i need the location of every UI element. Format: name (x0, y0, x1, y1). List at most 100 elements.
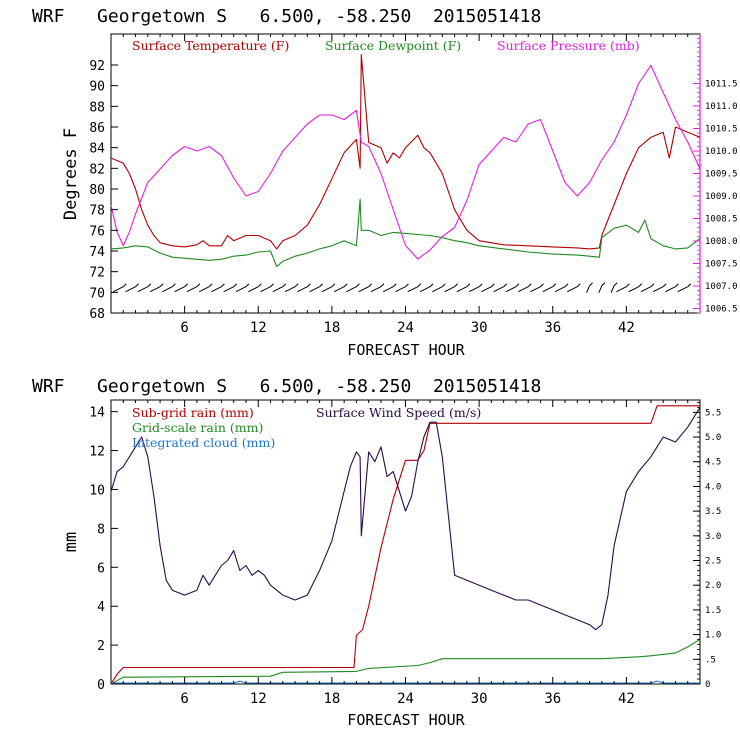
y-tick-label: 82 (89, 162, 105, 177)
wind-barb (284, 286, 296, 293)
y-tick-label: 2 (97, 639, 105, 654)
bottom-panel-title: WRF Georgetown S 6.500, -58.250 20150514… (32, 376, 541, 397)
wind-barb-flag (515, 283, 520, 288)
wind-barb-flag (159, 283, 164, 288)
y-tick-label: 10 (89, 483, 105, 498)
wind-barb (260, 286, 271, 293)
wind-barb (665, 286, 676, 293)
wind-barb-flag (589, 282, 593, 287)
temperature-line (110, 54, 701, 250)
dewpoint-line (110, 198, 701, 268)
y-tick-label: 68 (89, 307, 105, 322)
wind-barb (162, 286, 173, 293)
wind-barb (444, 286, 455, 293)
wind-barb (346, 286, 357, 293)
wind-barb-flag (429, 283, 434, 288)
wind-barb-flag (687, 283, 692, 288)
wind-barb (628, 286, 639, 293)
wind-barb (586, 285, 591, 293)
wind-barb (640, 286, 652, 293)
y-tick-label: 86 (89, 121, 105, 136)
y2-tick-label: 1.0 (705, 631, 721, 641)
legend-wind-speed: Surface Wind Speed (m/s) (316, 405, 481, 420)
wind-barb-flag (319, 283, 323, 288)
wind-barb (149, 286, 161, 293)
wind-barb-flag (675, 283, 679, 288)
wind-barb (677, 286, 688, 293)
y-tick-label: 72 (89, 266, 105, 281)
y2-tick-label: .5 (705, 655, 716, 665)
wind-barb-flag (441, 283, 446, 288)
wind-barb-flag (221, 283, 225, 288)
y-tick-label: 78 (89, 204, 105, 219)
wind-barb (468, 286, 480, 293)
wind-barb (309, 286, 320, 293)
wind-barb-flag (196, 283, 201, 288)
wind-barb-flag (233, 283, 238, 288)
top-panel-title: WRF Georgetown S 6.500, -58.250 20150514… (32, 6, 541, 27)
wind-barb-flag (356, 283, 360, 288)
wind-barb (481, 286, 492, 293)
wind-barb (652, 286, 664, 293)
x-tick-label: 6 (180, 320, 188, 336)
x-tick-label: 36 (544, 320, 561, 336)
y2-tick-label: 1011.5 (705, 80, 738, 90)
wind-barb (248, 286, 259, 293)
wind-barb (272, 286, 284, 293)
wind-barb-flag (147, 283, 152, 288)
bottom-y-axis-label: mm (61, 532, 81, 552)
pressure-line (110, 64, 701, 260)
wind-barb-flag (540, 283, 544, 288)
wind-barb (198, 286, 210, 293)
x-tick-label: 24 (397, 320, 414, 336)
y2-tick-label: 1011.0 (705, 102, 738, 112)
wind-barb-flag (208, 283, 213, 288)
wind-speed-line (110, 407, 701, 631)
top-y-axis-label: Degrees F (61, 128, 81, 220)
x-tick-label: 18 (323, 320, 340, 336)
wind-barb-flag (245, 283, 250, 288)
wind-barb (333, 286, 345, 293)
y2-tick-label: 1008.0 (705, 237, 738, 247)
wind-barb (235, 286, 247, 293)
y2-tick-label: 2.5 (705, 557, 721, 567)
y-tick-label: 92 (89, 59, 105, 74)
wind-barb (616, 286, 627, 293)
legend-temperature: Surface Temperature (F) (132, 38, 289, 53)
wind-barb-flag (343, 283, 348, 288)
wind-barb-flag (552, 283, 557, 288)
y-tick-label: 74 (89, 245, 105, 260)
wind-barb (223, 286, 234, 293)
wind-barb (395, 286, 406, 293)
y-tick-label: 76 (89, 224, 105, 239)
wind-barb-flag (564, 283, 569, 288)
wind-barb (321, 286, 333, 293)
y2-tick-label: 0 (705, 680, 710, 690)
subgrid-rain-line (110, 405, 700, 685)
wind-barb (370, 286, 382, 293)
wind-barb-flag (601, 282, 606, 287)
wind-barb-flag (368, 283, 373, 288)
wind-barb (567, 286, 578, 293)
y2-tick-label: 4.0 (705, 482, 721, 492)
y2-tick-label: 1007.0 (705, 282, 738, 292)
wind-barb-flag (392, 283, 397, 288)
y-tick-label: 12 (89, 445, 105, 460)
wind-barb (542, 286, 553, 293)
x-tick-label: 42 (618, 691, 635, 707)
wind-barb (137, 286, 149, 293)
y-tick-label: 84 (89, 142, 105, 157)
y2-tick-label: 1009.0 (705, 192, 738, 202)
wind-barb (174, 286, 185, 293)
wind-barb-flag (650, 283, 655, 288)
x-tick-label: 30 (471, 320, 488, 336)
wind-barb-flag (135, 283, 139, 288)
x-tick-label: 30 (471, 691, 488, 707)
y2-tick-label: 3.5 (705, 507, 721, 517)
wind-barb-flag (613, 282, 618, 287)
wind-barb (383, 286, 394, 293)
y2-tick-label: 2.0 (705, 581, 721, 591)
wind-barb (407, 286, 418, 293)
wind-barb-flag (172, 283, 176, 288)
bottom-x-axis-label: FORECAST HOUR (347, 711, 465, 729)
